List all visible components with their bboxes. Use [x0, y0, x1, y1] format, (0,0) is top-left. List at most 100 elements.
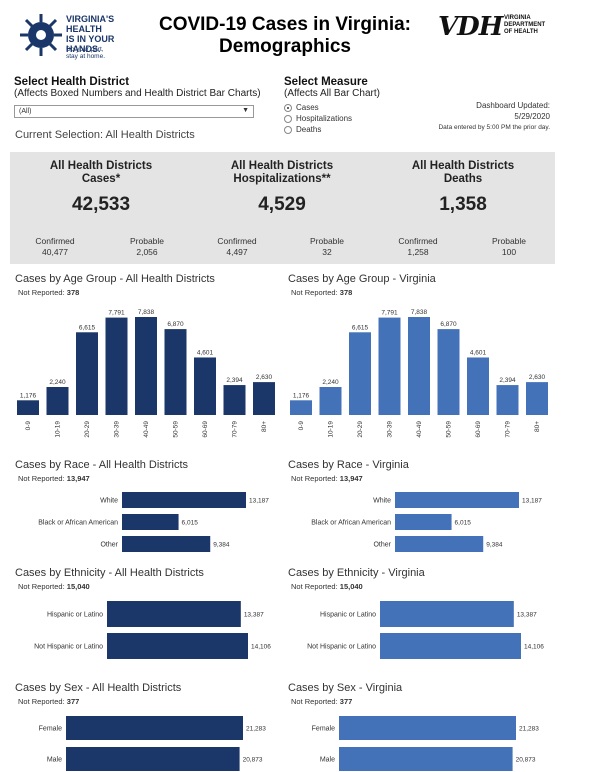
eth-virginia-bar-1[interactable] [380, 633, 521, 659]
sex-virginia-value-label: 20,873 [516, 757, 536, 764]
race-virginia-bar-2[interactable] [395, 536, 484, 552]
eth-virginia-bar-0[interactable] [380, 601, 514, 627]
age-virginia-value-label: 2,394 [499, 377, 516, 384]
age-virginia-value-label: 2,240 [322, 379, 339, 386]
race-district-bar-2[interactable] [122, 536, 211, 552]
sex-district-chart: Female 21,283 Male 20,873 [39, 716, 266, 771]
age-district-value-label: 7,838 [138, 309, 155, 316]
age-district-value-label: 1,176 [20, 392, 37, 399]
age-virginia-value-label: 7,838 [411, 309, 428, 316]
age-district-title: Cases by Age Group - All Health District… [15, 273, 215, 285]
age-virginia-bar-70-79[interactable] [496, 385, 519, 415]
age-district-bar-40-49[interactable] [135, 317, 157, 415]
sex-district-value-label: 20,873 [243, 757, 263, 764]
age-virginia-bar-30-39[interactable] [378, 317, 401, 415]
race-virginia-bar-0[interactable] [395, 492, 519, 508]
virus-icon [20, 14, 62, 56]
age-virginia-bar-80+[interactable] [526, 382, 548, 415]
eth-district-not-reported: Not Reported: 15,040 [18, 582, 90, 591]
sex-virginia-bar-1[interactable] [339, 747, 513, 771]
race-district-category-label: White [100, 498, 118, 505]
age-district-bar-50-59[interactable] [164, 329, 187, 415]
hospitalizations-confirmed: Confirmed 4,497 [217, 236, 257, 257]
age-virginia-bar-0-9[interactable] [290, 400, 312, 415]
deaths-confirmed: Confirmed 1,258 [398, 236, 438, 257]
age-district-not-reported: Not Reported: 378 [18, 288, 80, 297]
age-district-value-label: 2,394 [226, 377, 243, 384]
race-district-bar-1[interactable] [122, 514, 179, 530]
race-virginia-value-label: 6,015 [455, 520, 472, 527]
eth-district-bar-1[interactable] [107, 633, 248, 659]
eth-district-chart: Hispanic or Latino 13,387 Not Hispanic or … [34, 601, 271, 659]
eth-virginia-category-label: Not Hispanic or Latino [307, 644, 376, 651]
age-district-bar-10-19[interactable] [46, 386, 69, 415]
race-district-category-label: Black or African American [38, 520, 118, 527]
age-district-tick-label: 50-59 [173, 421, 180, 438]
summary-hospitalizations-value: 4,529 [258, 194, 306, 215]
age-virginia-tick-label: 20-29 [357, 421, 364, 438]
age-virginia-value-label: 1,176 [293, 392, 310, 399]
race-district-bar-0[interactable] [122, 492, 246, 508]
race-virginia-category-label: Black or African American [311, 520, 391, 527]
sex-virginia-bar-0[interactable] [339, 716, 516, 740]
age-virginia-tick-label: 0-9 [298, 421, 305, 431]
race-district-value-label: 9,384 [213, 542, 230, 549]
measure-filter: Select Measure (Affects All Bar Chart) C… [284, 76, 424, 134]
age-district-bar-0-9[interactable] [17, 400, 39, 415]
race-district-value-label: 6,015 [182, 520, 199, 527]
hospitalizations-probable: Probable 32 [309, 236, 345, 257]
eth-virginia-title: Cases by Ethnicity - Virginia [288, 567, 425, 579]
eth-virginia-not-reported: Not Reported: 15,040 [291, 582, 363, 591]
page-title: COVID-19 Cases in Virginia: Demographics [158, 14, 411, 57]
age-district-bar-70-79[interactable] [223, 385, 246, 415]
age-virginia-bar-10-19[interactable] [319, 386, 342, 415]
sex-virginia-chart: Female 21,283 Male 20,873 [312, 716, 539, 771]
summary-hospitalizations: All Health Districts Hospitalizations** … [197, 160, 367, 216]
age-virginia-value-label: 4,601 [470, 349, 487, 356]
race-district-category-label: Other [100, 542, 118, 549]
age-virginia-bar-50-59[interactable] [437, 329, 460, 415]
age-virginia-bar-20-29[interactable] [349, 332, 371, 415]
age-virginia-tick-label: 50-59 [446, 421, 453, 438]
eth-district-value-label: 13,387 [244, 612, 264, 619]
measure-radio-cases[interactable]: Cases [284, 103, 424, 112]
vdh-logo: VDH VIRGINIA DEPARTMENT OF HEALTH [438, 12, 546, 42]
sex-virginia-not-reported: Not Reported: 377 [291, 697, 353, 706]
eth-virginia-value-label: 13,387 [517, 612, 537, 619]
age-district-bar-30-39[interactable] [105, 317, 128, 415]
age-virginia-value-label: 6,870 [440, 321, 457, 328]
race-virginia-bar-1[interactable] [395, 514, 452, 530]
eth-virginia-category-label: Hispanic or Latino [320, 612, 376, 619]
age-virginia-tick-label: 10-19 [328, 421, 335, 438]
race-virginia-title: Cases by Race - Virginia [288, 459, 409, 471]
age-district-bar-20-29[interactable] [76, 332, 98, 415]
age-district-tick-label: 0-9 [25, 421, 32, 431]
sex-virginia-value-label: 21,283 [519, 726, 539, 733]
measure-filter-sub: (Affects All Bar Chart) [284, 88, 380, 99]
deaths-probable: Probable 100 [491, 236, 527, 257]
age-virginia-tick-label: 40-49 [416, 421, 423, 438]
measure-radio-deaths[interactable]: Deaths [284, 125, 424, 134]
summary-cases-value: 42,533 [71, 194, 131, 215]
district-dropdown[interactable]: (All) ▼ [14, 105, 254, 118]
age-virginia-bar-60-69[interactable] [467, 357, 489, 415]
age-virginia-bar-40-49[interactable] [408, 317, 430, 415]
age-district-tick-label: 10-19 [55, 421, 62, 438]
age-district-value-label: 7,791 [108, 310, 125, 317]
race-virginia-chart: White 13,187 Black or African American 6,01… [311, 492, 542, 552]
age-virginia-title: Cases by Age Group - Virginia [288, 273, 436, 285]
age-district-value-label: 2,240 [49, 379, 66, 386]
sex-virginia-title: Cases by Sex - Virginia [288, 682, 403, 694]
district-filter-sub: (Affects Boxed Numbers and Health Distri… [14, 88, 261, 99]
age-district-tick-label: 20-29 [84, 421, 91, 438]
eth-district-bar-0[interactable] [107, 601, 241, 627]
race-virginia-not-reported: Not Reported: 13,947 [291, 474, 363, 483]
age-district-bar-60-69[interactable] [194, 357, 216, 415]
sex-district-bar-1[interactable] [66, 747, 240, 771]
measure-filter-label: Select Measure [284, 76, 368, 88]
eth-district-title: Cases by Ethnicity - All Health District… [15, 567, 204, 579]
age-district-bar-80+[interactable] [253, 382, 275, 415]
measure-radio-hospitalizations[interactable]: Hospitalizations [284, 114, 424, 123]
eth-virginia-value-label: 14,106 [524, 644, 544, 651]
sex-district-bar-0[interactable] [66, 716, 243, 740]
